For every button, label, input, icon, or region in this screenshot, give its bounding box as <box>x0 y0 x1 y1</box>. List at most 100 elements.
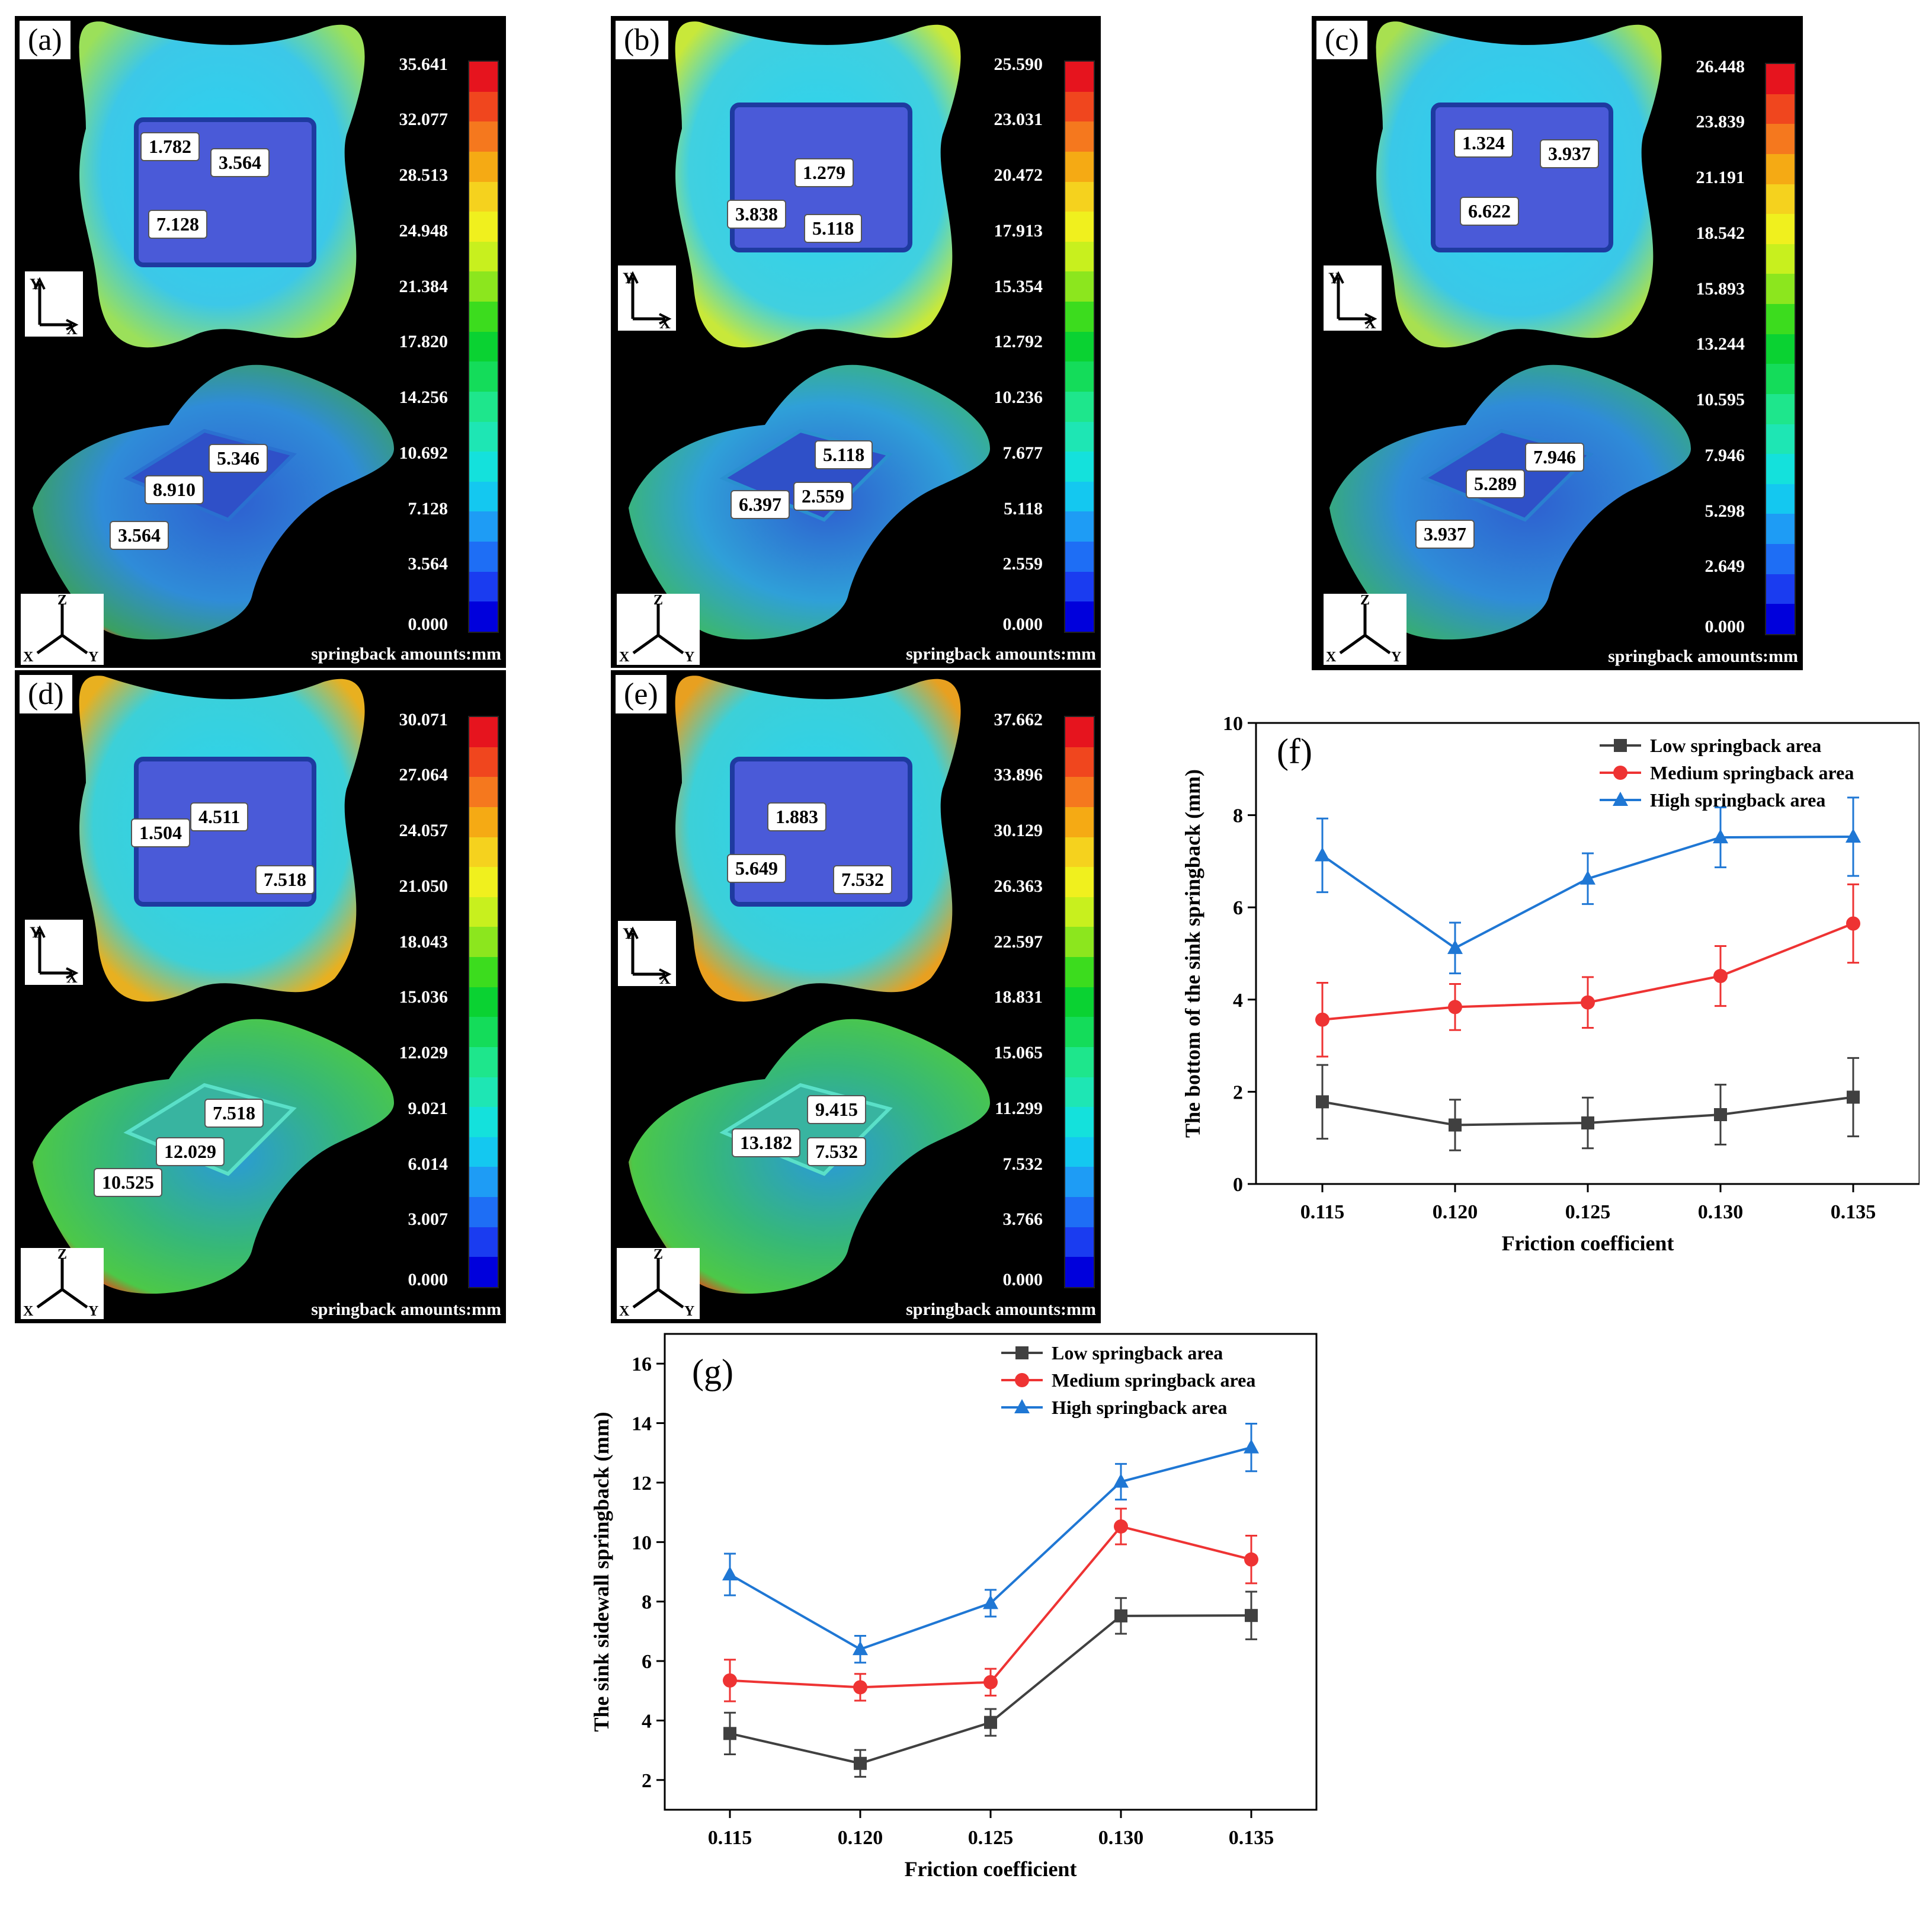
value-label: 1.782 <box>140 132 200 161</box>
scale-color-band <box>1065 511 1094 542</box>
scale-color-band <box>469 452 498 482</box>
scale-color-band <box>469 987 498 1017</box>
scale-tick: 9.021 <box>408 1099 448 1118</box>
y-tick-label: 2 <box>642 1770 652 1792</box>
y-tick-label: 2 <box>1233 1081 1243 1103</box>
scale-tick: 3.564 <box>408 554 448 574</box>
data-point <box>1580 870 1595 885</box>
y-tick-label: 4 <box>1233 990 1243 1012</box>
svg-text:X: X <box>23 1304 34 1319</box>
scale-color-band <box>1065 181 1094 212</box>
value-label: 7.532 <box>833 865 892 894</box>
xy-axis-icon: YX <box>25 271 83 337</box>
panel-label: (c) <box>1316 21 1367 60</box>
y-tick-label: 8 <box>1233 805 1243 827</box>
value-label: 5.118 <box>815 440 873 469</box>
scale-tick: 18.831 <box>994 987 1043 1007</box>
value-label: 4.511 <box>190 802 249 831</box>
scale-color-band <box>1065 837 1094 868</box>
scale-tick: 7.677 <box>1002 443 1043 463</box>
scale-tick: 15.893 <box>1696 279 1745 299</box>
scale-color-band <box>469 1197 498 1227</box>
svg-text:Z: Z <box>1360 594 1370 608</box>
svg-text:Z: Z <box>653 1248 663 1262</box>
y-tick-label: 4 <box>642 1710 652 1732</box>
scale-color-band <box>1065 302 1094 332</box>
svg-text:Y: Y <box>684 1304 694 1319</box>
scale-color-band <box>469 212 498 242</box>
scale-color-band <box>1065 807 1094 837</box>
scale-color-band <box>1065 151 1094 182</box>
scale-color-band <box>1766 94 1795 124</box>
scale-color-band <box>469 601 498 632</box>
y-tick-label: 10 <box>1223 713 1243 735</box>
value-label: 7.518 <box>255 865 315 894</box>
scale-tick: 0.000 <box>1704 617 1745 636</box>
data-point <box>1114 1609 1127 1622</box>
scale-color-band <box>1065 481 1094 512</box>
value-label: 1.504 <box>131 818 190 847</box>
scale-color-band <box>1766 334 1795 364</box>
scale-color-band <box>469 1017 498 1047</box>
scale-tick: 28.513 <box>399 165 448 185</box>
scale-tick: 26.448 <box>1696 57 1745 76</box>
svg-text:Z: Z <box>57 594 67 608</box>
svg-text:Y: Y <box>684 649 694 665</box>
scale-tick: 17.820 <box>399 332 448 351</box>
panel-label: (d) <box>20 675 72 714</box>
scale-color-band <box>469 867 498 897</box>
svg-text:Y: Y <box>30 276 41 293</box>
scale-color-band <box>1766 274 1795 304</box>
scale-tick: 37.662 <box>994 710 1043 729</box>
scale-color-band <box>469 241 498 272</box>
scale-tick: 0.000 <box>1002 615 1043 634</box>
scale-color-band <box>1065 91 1094 122</box>
value-label: 6.397 <box>730 490 790 519</box>
scale-color-band <box>469 777 498 807</box>
legend-label: Medium springback area <box>1052 1369 1255 1391</box>
data-point <box>1846 916 1860 931</box>
scale-color-band <box>1065 421 1094 452</box>
scale-color-band <box>469 62 498 92</box>
scale-color-band <box>1766 484 1795 514</box>
scale-color-band <box>1766 64 1795 94</box>
scale-color-band <box>1065 212 1094 242</box>
svg-text:Y: Y <box>30 924 41 941</box>
y-tick-label: 16 <box>632 1353 652 1375</box>
panel-a: (a) 1.782 3.564 7.128 5.346 8.910 3.564 … <box>15 16 506 668</box>
panel-b: (b) 1.279 3.838 5.118 5.118 6.397 2.559 … <box>611 16 1101 668</box>
scale-color-band <box>469 837 498 868</box>
x-axis-label: Friction coefficient <box>905 1857 1077 1881</box>
panel-d: (d) 4.511 1.504 7.518 7.518 12.029 10.52… <box>15 670 506 1323</box>
scale-color-band <box>1766 393 1795 424</box>
svg-text:Y: Y <box>1391 649 1401 665</box>
scale-tick: 6.014 <box>408 1154 448 1174</box>
xyz-axis-icon: Z X Y <box>617 594 700 665</box>
scale-tick: 21.050 <box>399 876 448 896</box>
scale-tick: 15.354 <box>994 277 1043 296</box>
scale-color-band <box>1766 544 1795 574</box>
scale-color-band <box>469 302 498 332</box>
data-point <box>983 1675 998 1689</box>
panel-label: (b) <box>616 21 668 60</box>
x-tick-label: 0.130 <box>1098 1827 1144 1849</box>
data-point <box>1713 829 1728 844</box>
scale-color-band <box>1766 424 1795 455</box>
x-tick-label: 0.125 <box>968 1827 1014 1849</box>
data-point <box>723 1727 736 1740</box>
panel-label: (e) <box>616 675 667 714</box>
scale-color-band <box>1065 391 1094 422</box>
scale-color-band <box>1065 747 1094 777</box>
scale-color-band <box>1065 1137 1094 1167</box>
chart-panel-label: (g) <box>692 1352 733 1391</box>
svg-text:X: X <box>1365 315 1376 331</box>
chart-g: 2 4 6 8 10 12 14 16 0.115 0.120 0.125 0.130 0.135 Fri… <box>589 1333 1318 1881</box>
scale-color-band <box>1766 454 1795 484</box>
scale-color-band <box>1766 514 1795 544</box>
scale-color-band <box>1065 452 1094 482</box>
value-label: 10.525 <box>94 1168 162 1197</box>
legend-label: Medium springback area <box>1650 762 1854 783</box>
scale-tick: 12.029 <box>399 1043 448 1062</box>
scale-color-band <box>1065 331 1094 362</box>
data-point <box>1244 1552 1258 1567</box>
